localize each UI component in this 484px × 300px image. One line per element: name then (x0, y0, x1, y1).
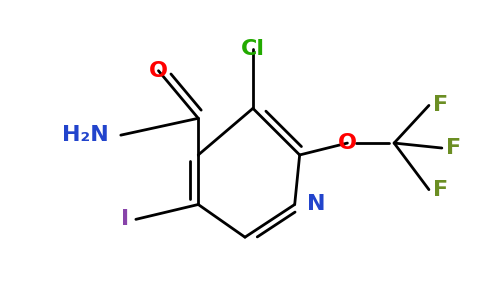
Text: Cl: Cl (241, 39, 265, 59)
Text: O: O (338, 133, 357, 153)
Text: I: I (121, 209, 129, 230)
Text: H₂N: H₂N (62, 125, 109, 145)
Text: F: F (433, 180, 448, 200)
Text: F: F (446, 138, 461, 158)
Text: N: N (307, 194, 325, 214)
Text: O: O (149, 61, 168, 81)
Text: F: F (433, 95, 448, 116)
